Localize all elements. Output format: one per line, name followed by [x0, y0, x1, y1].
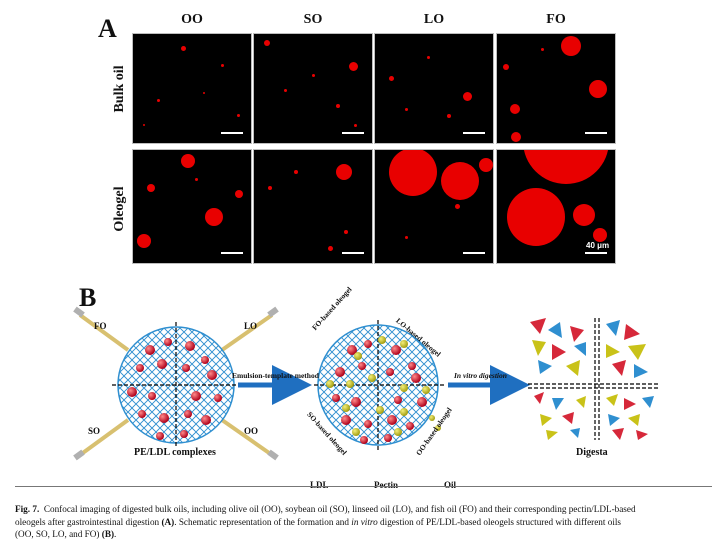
legend-ldl-label: LDL — [310, 480, 329, 490]
figure-number: Fig. 7. — [15, 504, 40, 514]
column-label-lo: LO — [423, 12, 445, 27]
caption-line-1: Confocal imaging of digested bulk oils, … — [43, 504, 636, 514]
pipette-so-icon — [73, 418, 130, 461]
caption-divider — [15, 486, 712, 487]
caption-ref-a: (A) — [161, 516, 175, 527]
digesta-fragments — [528, 318, 660, 440]
micrograph-oleogel-fo: 40 μm — [497, 150, 615, 263]
micrograph-bulk-oo — [133, 34, 251, 143]
pe-ldl-caption: PE/LDL complexes — [134, 447, 216, 458]
caption-line-2a: oleogels after gastrointestinal digestio… — [15, 516, 162, 527]
digesta-caption: Digesta — [576, 447, 608, 458]
label-oo: OO — [244, 426, 259, 436]
scale-bar-label: 40 μm — [586, 241, 610, 250]
arrow1-label: Emulsion-template method — [232, 371, 319, 380]
micrograph-bulk-lo — [375, 34, 493, 143]
column-label-so: SO — [303, 12, 323, 27]
micrograph-bulk-fo — [497, 34, 615, 143]
panel-b-letter: B — [79, 283, 97, 312]
pe-ldl-complex — [112, 322, 240, 448]
caption-line-3c: . — [114, 529, 117, 539]
pipette-lo-icon — [220, 306, 279, 352]
schematic-canvas — [73, 306, 660, 461]
caption-line-3a: (OO, SO, LO, and FO) — [15, 529, 102, 539]
micrograph-bulk-so — [254, 34, 372, 143]
arrow2-label: In vitro digestion — [454, 371, 507, 380]
figure-caption: Fig. 7. Confocal imaging of digested bul… — [15, 503, 715, 541]
pipette-fo-icon — [73, 306, 130, 352]
oleogel-structure — [314, 320, 446, 450]
caption-ref-b: (B) — [101, 529, 115, 539]
micrograph-oleogel-oo — [133, 150, 251, 263]
label-lo: LO — [244, 321, 258, 331]
caption-line-2e: digestion of PE/LDL-based oleogels struc… — [377, 516, 621, 527]
panel-a-letter: A — [98, 14, 117, 43]
label-fo: FO — [94, 321, 107, 331]
label-so: SO — [88, 426, 101, 436]
micrograph-oleogel-so — [254, 150, 372, 263]
micrograph-oleogel-lo — [375, 150, 493, 263]
column-label-oo: OO — [181, 12, 203, 27]
legend-oil-label: Oil — [444, 480, 457, 490]
caption-in-vitro: in vitro — [351, 516, 378, 527]
caption-line-2c: . Schematic representation of the format… — [174, 516, 352, 527]
legend-pectin-label: Pectin — [374, 480, 398, 490]
pipette-oo-icon — [220, 418, 279, 461]
column-label-fo: FO — [546, 12, 566, 27]
